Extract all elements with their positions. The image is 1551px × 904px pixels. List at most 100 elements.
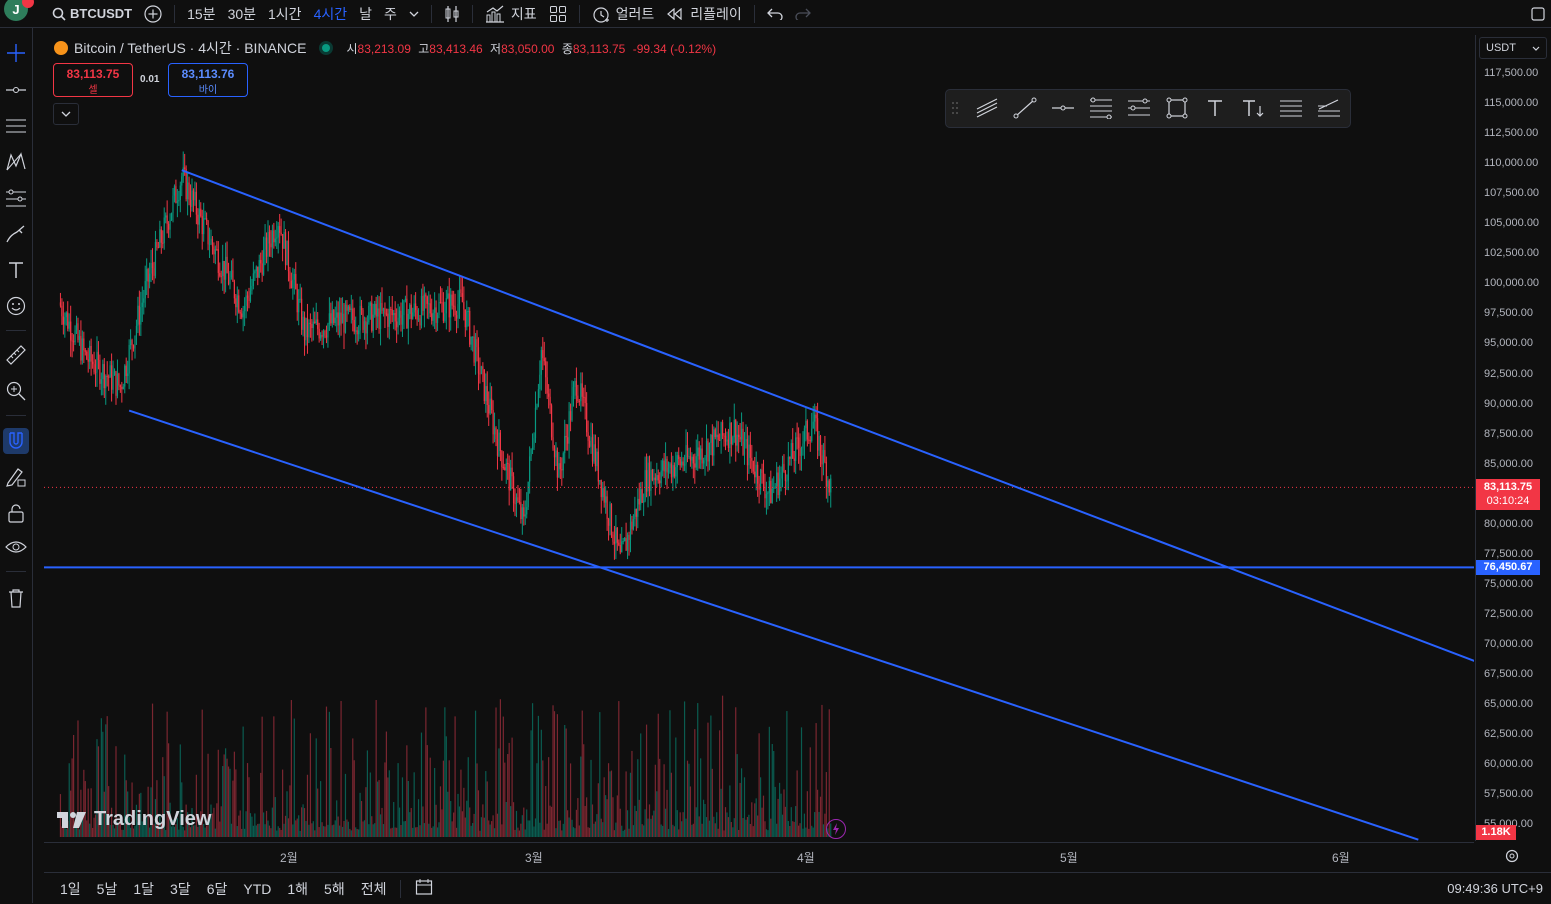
candle-body (75, 323, 78, 331)
chart-type-button[interactable] (438, 0, 466, 27)
upper-trendline[interactable] (181, 169, 1481, 664)
candle-body (198, 208, 200, 225)
currency-selector[interactable]: USDT (1479, 37, 1547, 59)
settings-button[interactable] (1316, 96, 1342, 120)
emoji-tool[interactable] (3, 293, 29, 319)
time-axis[interactable]: 2월 3월 4월 5월 6월 (44, 842, 1474, 871)
trendline-tool[interactable] (3, 77, 29, 103)
price-label: 62,500.00 (1484, 728, 1533, 741)
text-tool[interactable] (3, 257, 29, 283)
candle-body (587, 432, 589, 441)
range-6m[interactable]: 6달 (206, 880, 228, 897)
anchored-text-button[interactable] (1240, 96, 1266, 120)
text-button[interactable] (1202, 96, 1228, 120)
interval-30m[interactable]: 30분 (227, 5, 257, 22)
replay-button[interactable]: 리플레이 (660, 0, 748, 27)
fib-tool[interactable] (3, 113, 29, 139)
trendline-button[interactable] (1012, 96, 1038, 120)
volume-bar (176, 818, 178, 837)
range-ytd[interactable]: YTD (243, 880, 272, 897)
interval-1d[interactable]: 날 (359, 5, 372, 22)
interval-1w[interactable]: 주 (384, 5, 397, 22)
volume-bar (469, 807, 471, 837)
undo-button[interactable] (761, 0, 789, 27)
candle-body (203, 218, 205, 235)
compare-button[interactable] (138, 0, 168, 27)
range-3m[interactable]: 3달 (170, 880, 191, 897)
range-1m[interactable]: 1달 (133, 880, 155, 897)
volume-bar (536, 763, 538, 837)
redo-button[interactable] (789, 0, 817, 27)
hide-tool[interactable] (3, 534, 29, 560)
candle-body (673, 465, 675, 477)
ruler-tool[interactable] (3, 342, 29, 368)
volume-bar (562, 823, 564, 837)
interval-1h[interactable]: 1시간 (268, 5, 302, 22)
tradingview-watermark[interactable]: TradingView (56, 808, 211, 831)
stay-drawing-tool[interactable] (3, 464, 29, 490)
zoom-tool[interactable] (3, 378, 29, 404)
candle-body (127, 373, 129, 377)
parallel-channel-button[interactable] (974, 96, 1000, 120)
magnet-tool[interactable] (3, 428, 29, 454)
forecast-tool[interactable] (3, 185, 29, 211)
candle-body (146, 269, 148, 282)
candle-body (577, 395, 579, 402)
symbol-search[interactable]: BTCUSDT (46, 0, 138, 27)
candle-body (229, 277, 231, 285)
timezone-clock[interactable]: 09:49:36 UTC+9 (1447, 881, 1543, 896)
legend-collapse-button[interactable] (53, 103, 79, 125)
sell-button[interactable]: 83,113.75 셀 (53, 63, 133, 97)
interval-15m[interactable]: 15분 (187, 5, 216, 22)
price-axis[interactable]: USDT 117,500.00 115,000.00 112,500.00 110,0… (1475, 35, 1551, 841)
template-button[interactable] (1278, 96, 1304, 120)
volume-bar (748, 814, 750, 837)
delete-tool[interactable] (3, 585, 29, 611)
volume-bar (754, 803, 756, 837)
ruler-icon (6, 345, 26, 365)
crosshair-tool[interactable] (3, 40, 29, 66)
range-all[interactable]: 전체 (360, 880, 387, 897)
drag-handle[interactable] (948, 96, 962, 120)
brush-tool[interactable] (3, 221, 29, 247)
chart-pane[interactable] (44, 35, 1481, 841)
interval-4h[interactable]: 4시간 (313, 5, 348, 22)
volume-bar (764, 821, 766, 837)
goto-date-button[interactable] (407, 878, 441, 899)
volume-bar (210, 804, 212, 837)
fib-channel-button[interactable] (1126, 96, 1152, 120)
alert-button[interactable]: 얼러트 (586, 0, 661, 27)
volume-bar (719, 730, 721, 837)
volume-bar (99, 815, 101, 837)
lightning-icon[interactable] (826, 819, 846, 839)
series-title[interactable]: Bitcoin / TetherUS · 4시간 · BINANCE (74, 40, 307, 56)
candle-body (156, 241, 158, 248)
interval-dropdown[interactable] (403, 0, 425, 27)
fib-retracement-button[interactable] (1088, 96, 1114, 120)
range-1d[interactable]: 1일 (60, 880, 81, 897)
axis-settings-button[interactable] (1503, 847, 1521, 865)
layouts-button[interactable] (543, 0, 573, 27)
horizontal-line-price: 76,450.67 (1483, 561, 1533, 574)
rectangle-button[interactable] (1164, 96, 1190, 120)
candle-body (301, 298, 303, 330)
drawing-toolbar (0, 28, 33, 903)
candle-body (396, 321, 398, 328)
lower-trendline[interactable] (128, 409, 1419, 841)
buy-button[interactable]: 83,113.76 바이 (168, 63, 248, 97)
range-1y[interactable]: 1해 (287, 880, 309, 897)
lock-tool[interactable] (3, 500, 29, 526)
volume-bar (510, 806, 512, 837)
volume-bar (187, 812, 189, 837)
volume-bar (381, 807, 383, 837)
volume-bar (619, 808, 621, 837)
range-5d[interactable]: 5날 (96, 880, 118, 897)
range-5y[interactable]: 5해 (324, 880, 345, 897)
horizontal-line-button[interactable] (1050, 96, 1076, 120)
price-chart[interactable] (44, 35, 1481, 841)
volume-bar (268, 825, 271, 837)
pattern-tool[interactable] (3, 149, 29, 175)
fullscreen-button[interactable] (1525, 0, 1551, 27)
volume-bar (289, 785, 291, 837)
indicators-button[interactable]: 지표 (479, 0, 543, 27)
